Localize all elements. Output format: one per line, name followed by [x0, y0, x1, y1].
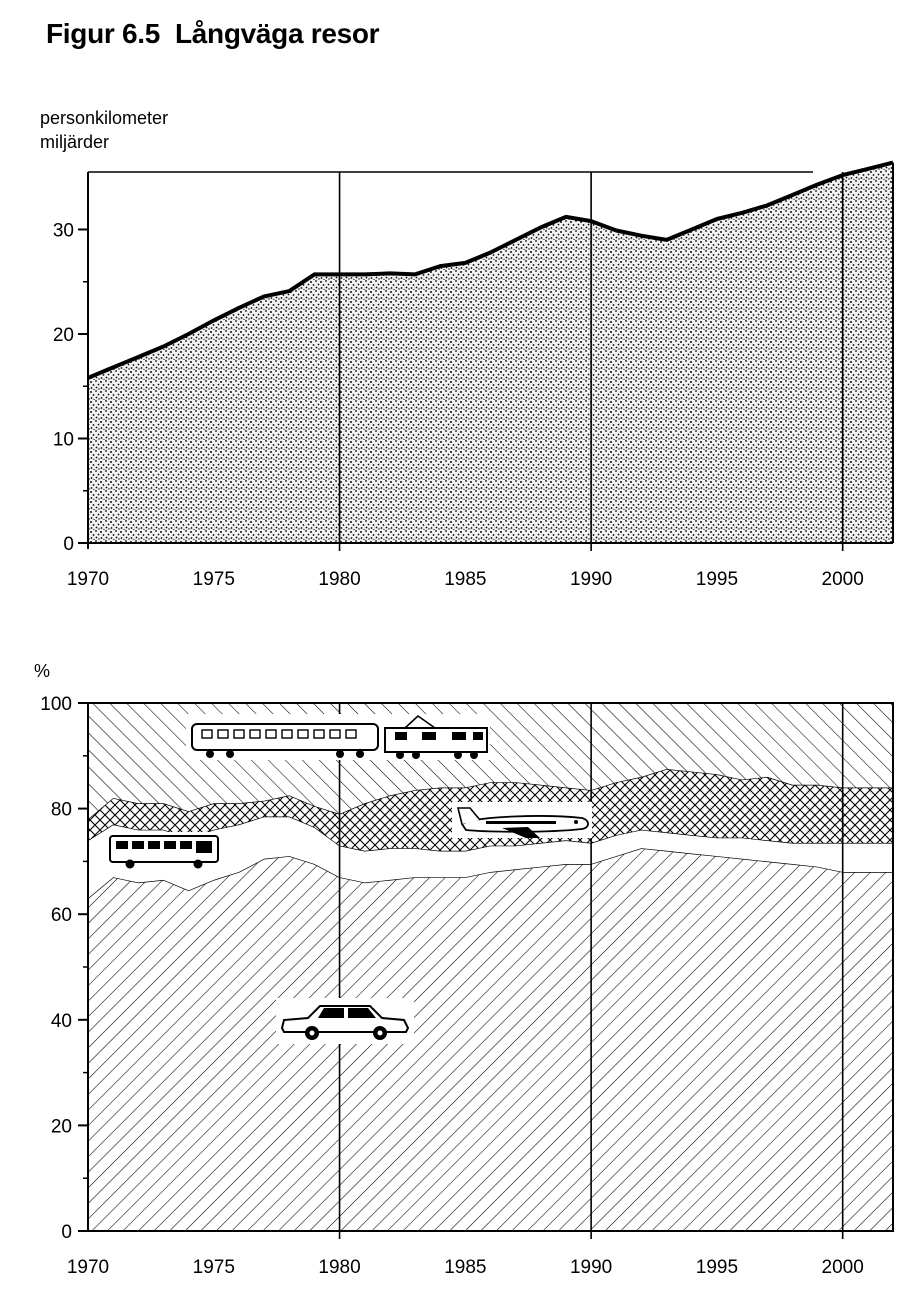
x-tick-label-1975: 1975	[193, 569, 235, 590]
y-axis-unit-percent: %	[34, 661, 50, 681]
x-tick-label-1975: 1975	[193, 1257, 235, 1278]
y-axis-unit-line-2: miljärder	[40, 132, 109, 152]
x-tick-label-1970: 1970	[67, 1257, 109, 1278]
y-tick-label-10: 10	[53, 429, 74, 450]
airplane-icon	[452, 802, 592, 838]
x-tick-label-1995: 1995	[696, 1257, 738, 1278]
y-tick-label-100: 100	[40, 694, 72, 715]
y-tick-label-60: 60	[51, 905, 72, 926]
figure-title: Figur 6.5 Långväga resor	[46, 18, 380, 49]
x-tick-label-2000: 2000	[822, 569, 864, 590]
y-tick-label-0: 0	[63, 534, 74, 555]
series-area-total	[88, 162, 893, 543]
x-tick-label-1985: 1985	[444, 1257, 486, 1278]
x-tick-label-2000: 2000	[822, 1257, 864, 1278]
train-icon	[186, 714, 490, 760]
x-tick-label-1980: 1980	[318, 569, 360, 590]
y-tick-label-20: 20	[53, 325, 74, 346]
y-axis-unit-line-1: personkilometer	[40, 108, 168, 128]
x-tick-label-1990: 1990	[570, 569, 612, 590]
y-tick-label-30: 30	[53, 220, 74, 241]
x-tick-label-1970: 1970	[67, 569, 109, 590]
series-area-bus	[88, 816, 893, 899]
y-tick-label-20: 20	[51, 1116, 72, 1137]
car-icon	[276, 998, 414, 1044]
chart-top-total-passenger-km: 1970 1975 1980 1985 1990 1995 2000 0 10 20 30 pers…	[40, 108, 894, 590]
x-tick-label-1980: 1980	[318, 1257, 360, 1278]
x-tick-label-1985: 1985	[444, 569, 486, 590]
y-tick-label-0: 0	[61, 1222, 72, 1243]
series-area-car	[88, 848, 893, 1231]
bus-icon	[106, 832, 224, 870]
series-line-total	[87, 160, 894, 380]
chart-bottom-mode-share: 1970 1975 1980 1985 1990 1995 2000 0 20 40 60 80 100…	[34, 661, 894, 1278]
y-tick-label-40: 40	[51, 1011, 72, 1032]
x-tick-label-1995: 1995	[696, 569, 738, 590]
x-tick-label-1990: 1990	[570, 1257, 612, 1278]
y-tick-label-80: 80	[51, 800, 72, 821]
